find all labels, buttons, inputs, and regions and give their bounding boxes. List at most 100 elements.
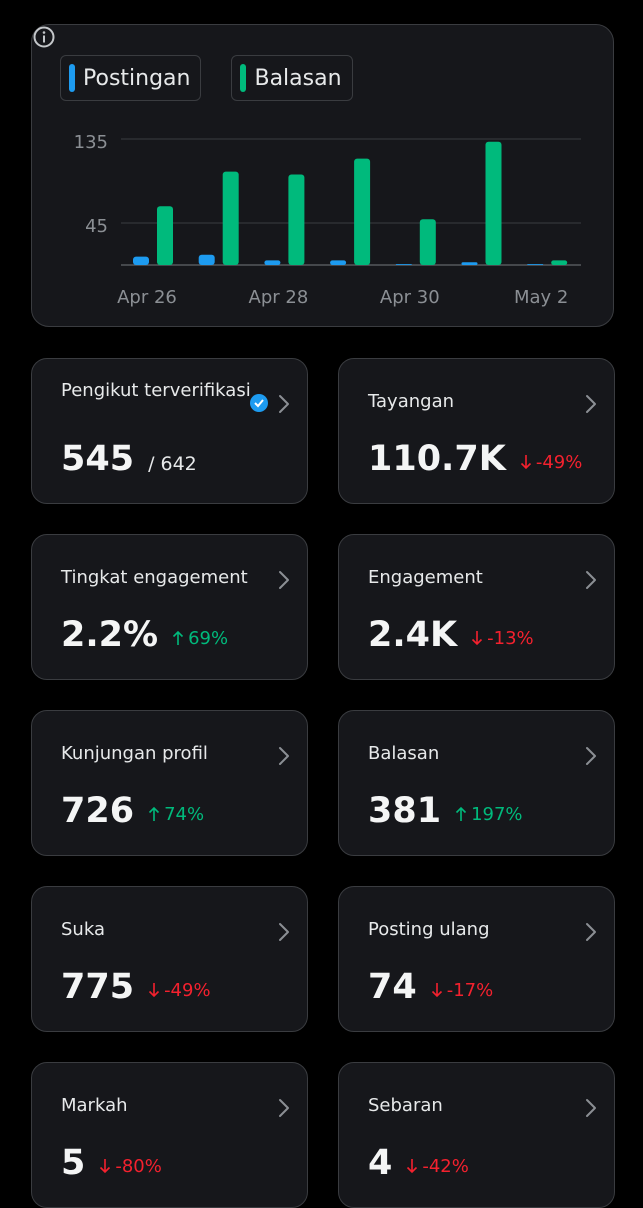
chevron-icon	[279, 747, 289, 765]
card-row: 775 -49%	[61, 967, 211, 1007]
legend-item[interactable]: Postingan	[60, 55, 202, 101]
stat-card[interactable]: Engagement 2.4K -13%	[338, 534, 615, 680]
arrow-path	[148, 983, 160, 998]
stat-card[interactable]: Tayangan 110.7K -49%	[338, 358, 615, 504]
card-row: 110.7K -49%	[368, 439, 582, 479]
card-row: 5 -80%	[61, 1143, 162, 1183]
trend-arrow	[520, 455, 531, 470]
stat-card[interactable]: Balasan 381 197%	[338, 710, 615, 856]
bar	[157, 206, 173, 265]
card-label: Markah	[61, 1095, 128, 1116]
card-row: 4 -42%	[368, 1143, 469, 1183]
stat-card[interactable]: Pengikut terverifikasi 545 / 642	[31, 358, 308, 504]
legend-item[interactable]: Balasan	[231, 55, 353, 101]
card-value: 2.4K	[368, 615, 458, 655]
card-value: 381	[368, 791, 442, 831]
stat-card[interactable]: Posting ulang 74 -17%	[338, 886, 615, 1032]
bar	[264, 260, 281, 265]
change-text: 197%	[471, 803, 523, 825]
badge-check	[254, 399, 264, 408]
chevron-path	[586, 1099, 596, 1117]
card-row: 545 / 642	[61, 439, 197, 479]
arrow-path	[520, 455, 531, 470]
trend-arrow	[431, 983, 442, 998]
card-change: -13%	[471, 628, 534, 649]
bar	[222, 171, 239, 265]
card-value: 5	[61, 1143, 86, 1183]
card-change: -42%	[406, 1156, 469, 1177]
card-change: 74%	[148, 804, 204, 825]
card-label: Suka	[61, 919, 105, 940]
stat-card[interactable]: Sebaran 4 -42%	[338, 1062, 615, 1208]
chart: 45 135 Apr 26 Apr 28 Apr 30 May 2	[74, 132, 581, 308]
chevron-icon	[586, 747, 596, 765]
change-text: -17%	[446, 979, 494, 1001]
chevron-path	[586, 571, 596, 589]
bar	[288, 174, 305, 265]
verified-badge	[250, 394, 268, 412]
change-text: 74%	[164, 803, 205, 825]
trend-arrow	[173, 630, 184, 645]
bar	[461, 262, 478, 265]
y-tick-label: 45	[85, 216, 108, 237]
card-row: 2.4K -13%	[368, 615, 534, 655]
legend: Postingan Balasan	[60, 55, 353, 101]
change-text: -49%	[535, 451, 583, 473]
card-value: 2.2%	[61, 615, 159, 655]
bar	[419, 219, 436, 265]
card-value: 4	[368, 1143, 393, 1183]
card-label: Posting ulang	[368, 919, 490, 940]
legend-label: Balasan	[254, 65, 342, 91]
arrow-path	[407, 1159, 418, 1174]
card-value: 110.7K	[368, 439, 506, 479]
card-row: 74 -17%	[368, 967, 493, 1007]
stat-card[interactable]: Tingkat engagement 2.2% 69%	[31, 534, 308, 680]
bar	[551, 260, 568, 265]
chevron-path	[279, 1099, 289, 1117]
y-tick-label: 135	[74, 132, 108, 153]
info-icon[interactable]	[32, 25, 56, 49]
arrow-path	[173, 630, 184, 645]
stat-card[interactable]: Kunjungan profil 726 74%	[31, 710, 308, 856]
card-label: Sebaran	[368, 1095, 443, 1116]
trend-arrow	[472, 631, 483, 646]
chevron-path	[586, 395, 596, 413]
chevron-icon	[586, 571, 596, 589]
card-change: -80%	[99, 1156, 162, 1177]
card-row: 381 197%	[368, 791, 523, 831]
bar	[330, 260, 347, 265]
chevron-icon	[279, 395, 289, 413]
x-tick-label: Apr 28	[249, 287, 309, 308]
chevron-icon	[586, 923, 596, 941]
stat-card[interactable]: Markah 5 -80%	[31, 1062, 308, 1208]
x-tick-label: May 2	[514, 287, 568, 308]
trend-arrow	[148, 983, 160, 998]
card-label: Tingkat engagement	[61, 567, 248, 588]
card-label: Kunjungan profil	[61, 743, 208, 764]
arrow-path	[472, 631, 483, 646]
chevron-path	[586, 923, 596, 941]
legend-label: Postingan	[83, 65, 191, 91]
trend-arrow	[407, 1159, 418, 1174]
card-total: / 642	[148, 453, 197, 475]
bar	[485, 141, 502, 265]
card-value: 775	[61, 967, 135, 1007]
card-value: 726	[61, 791, 135, 831]
stat-card[interactable]: Suka 775 -49%	[31, 886, 308, 1032]
change-text: -42%	[422, 1155, 469, 1177]
trend-arrow	[455, 806, 467, 821]
change-text: -13%	[487, 627, 534, 649]
chevron-icon	[279, 1099, 289, 1117]
chevron-icon	[586, 1099, 596, 1117]
card-change: -49%	[148, 980, 211, 1001]
change-text: -80%	[115, 1155, 162, 1177]
card-label: Tayangan	[368, 391, 455, 412]
arrow-path	[431, 983, 442, 998]
x-tick-label: Apr 30	[380, 287, 440, 308]
card-change: 69%	[172, 628, 228, 649]
arrow-path	[100, 1159, 111, 1174]
chevron-icon	[279, 923, 289, 941]
chevron-path	[279, 571, 289, 589]
badge-circle	[250, 394, 268, 412]
